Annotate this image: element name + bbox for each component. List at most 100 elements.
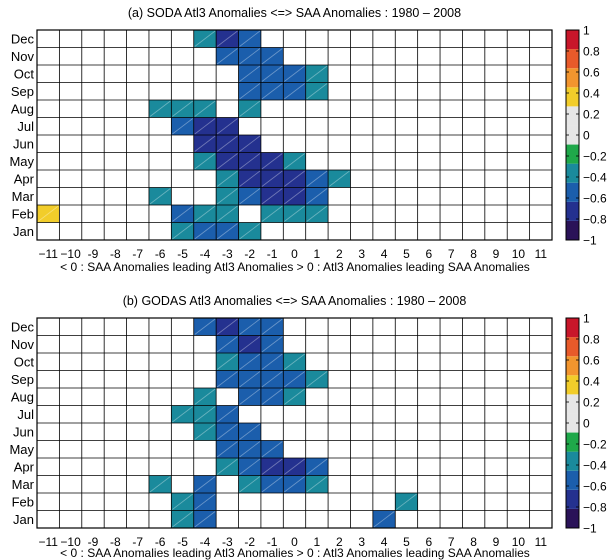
heatmap-cell [216, 335, 239, 353]
x-tick-label: 3 [358, 535, 365, 549]
x-tick-label: 9 [493, 247, 500, 261]
heatmap-cell [238, 335, 261, 353]
heatmap-cell [216, 440, 239, 458]
colorbar-segment [566, 144, 579, 164]
heatmap-cell [238, 170, 261, 188]
cell-hatch [239, 30, 261, 47]
cell-hatch [306, 371, 328, 388]
cell-hatch [284, 65, 305, 82]
x-tick-label: 5 [403, 247, 410, 261]
cell-hatch [172, 118, 193, 135]
cell-hatch [216, 318, 238, 335]
x-tick-label: 8 [470, 247, 477, 261]
heatmap-cell [238, 82, 261, 100]
x-tick-label: -8 [110, 535, 121, 549]
plot-frame [36, 317, 553, 529]
cell-hatch [194, 511, 216, 528]
cell-hatch [373, 511, 395, 528]
colorbar-segment [566, 432, 579, 452]
heatmap-cell [148, 475, 172, 493]
cell-hatch [194, 30, 216, 47]
y-tick-label: Feb [12, 206, 34, 221]
plot-frame [36, 29, 553, 241]
x-tick-label: 0 [291, 247, 298, 261]
cell-hatch [172, 205, 193, 222]
cell-hatch [306, 83, 328, 100]
colorbar-tick-label: −0.2 [583, 438, 607, 452]
colorbar-tick-label: 1 [583, 312, 590, 326]
cell-hatch [239, 476, 261, 493]
colorbar-segment [566, 508, 579, 528]
cell-hatch [261, 353, 283, 370]
heatmap-cell [193, 117, 217, 135]
heatmap-cell [193, 205, 217, 223]
colorbar-segment [566, 125, 579, 145]
heatmap-cell [171, 205, 194, 223]
cell-hatch [149, 100, 171, 117]
cell-hatch [216, 30, 238, 47]
cell-hatch [239, 353, 261, 370]
cell-hatch [216, 406, 238, 423]
x-tick-label: -6 [155, 535, 166, 549]
heatmap-cell [171, 510, 194, 528]
cell-hatch [306, 458, 328, 475]
cell-hatch [284, 353, 305, 370]
heatmap-cell [238, 152, 261, 170]
heatmap-cell [193, 493, 217, 511]
cell-hatch [284, 458, 305, 475]
heatmap-cell [193, 388, 217, 406]
heatmap-cell [238, 423, 261, 441]
heatmap-cell [238, 65, 261, 83]
colorbar-tick-label: −0.8 [583, 213, 607, 227]
heatmap-cell [238, 353, 261, 371]
cell-hatch [194, 135, 216, 152]
heatmap-cell [216, 47, 239, 65]
cell-hatch [239, 48, 261, 65]
cell-hatch [194, 406, 216, 423]
cell-hatch [284, 188, 305, 205]
heatmap-cell [260, 82, 284, 100]
cell-hatch [284, 371, 305, 388]
cell-hatch [261, 83, 283, 100]
y-tick-label: May [9, 154, 34, 169]
heatmap-cell [171, 222, 194, 240]
heatmap-cell [395, 493, 418, 511]
colorbar-tick-label: −0.4 [583, 171, 607, 185]
cell-hatch [261, 336, 283, 353]
cell-hatch [172, 100, 193, 117]
x-tick-label: -3 [222, 247, 233, 261]
cell-hatch [239, 423, 261, 440]
colorbar-tick-label: −0.6 [583, 192, 607, 206]
y-tick-label: Dec [11, 31, 35, 46]
x-tick-label: -5 [177, 247, 188, 261]
heatmap-cell [283, 82, 306, 100]
x-tick-label: -2 [244, 535, 255, 549]
heatmap-cell [305, 205, 329, 223]
x-tick-label: -9 [88, 535, 99, 549]
x-tick-label: -1 [267, 535, 278, 549]
cell-hatch [239, 371, 261, 388]
heatmap-cell [148, 100, 172, 118]
colorbar-tick-label: −0.4 [583, 459, 607, 473]
colorbar-tick-label: 0.6 [583, 66, 600, 80]
x-tick-label: -6 [155, 247, 166, 261]
heatmap-cell [216, 222, 239, 240]
heatmap-cell [216, 30, 239, 48]
cell-hatch [306, 170, 328, 187]
x-tick-label: 11 [535, 535, 548, 549]
heatmap-cell [193, 222, 217, 240]
y-tick-label: Jan [13, 512, 34, 527]
heatmap-cell [283, 353, 306, 371]
heatmap-cell [260, 187, 284, 205]
colorbar-segment [566, 30, 579, 50]
heatmap-cell [305, 170, 329, 188]
cell-hatch [261, 188, 283, 205]
heatmap-cell [216, 152, 239, 170]
cell-hatch [261, 371, 283, 388]
colorbar-segment [566, 201, 579, 221]
cell-hatch [149, 476, 171, 493]
x-tick-label: -4 [200, 247, 211, 261]
heatmap-cell [260, 205, 284, 223]
heatmap-cell [260, 370, 284, 388]
cell-hatch [239, 318, 261, 335]
